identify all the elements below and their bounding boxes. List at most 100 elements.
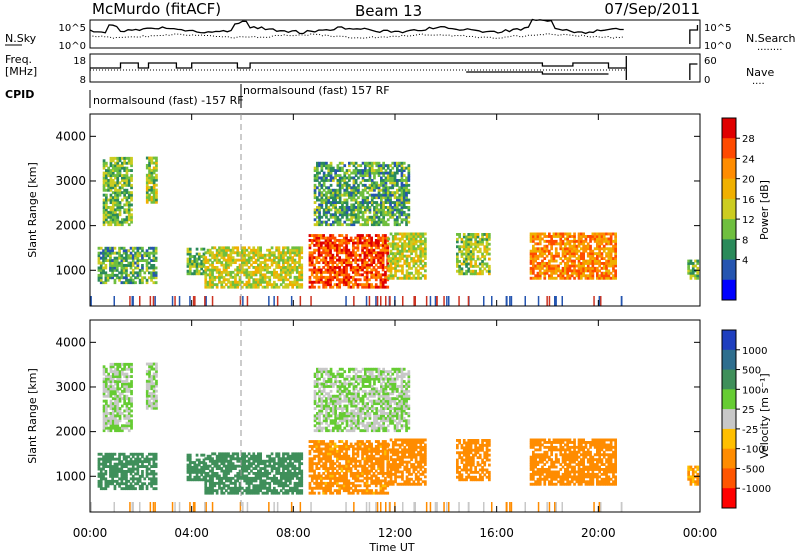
power-cell (402, 193, 406, 197)
power-cell (315, 256, 319, 260)
power-cell (122, 268, 126, 272)
power-cell (589, 259, 592, 263)
power-cell (414, 232, 418, 236)
velocity-cell (295, 486, 299, 490)
velocity-cell (111, 474, 114, 478)
velocity-cell (208, 484, 212, 488)
power-cell (116, 203, 120, 207)
power-cell (152, 249, 156, 253)
power-cell (384, 213, 388, 217)
power-cell (554, 259, 558, 263)
power-cell (279, 270, 283, 274)
velocity-cell (315, 442, 319, 446)
power-cell (222, 248, 226, 252)
power-cell (145, 249, 149, 253)
power-cell (150, 181, 154, 185)
power-cell (476, 250, 480, 254)
velocity-cell (231, 481, 235, 485)
power-cell (566, 264, 569, 268)
power-cell (469, 233, 473, 236)
velocity-cell (116, 414, 120, 418)
power-cell (107, 215, 110, 219)
power-cell (138, 259, 142, 262)
velocity-cell (111, 472, 114, 476)
power-cell (236, 248, 240, 252)
power-cell (458, 272, 461, 276)
power-near-range-cell (239, 296, 242, 306)
power-cell (375, 215, 379, 219)
power-cell (238, 283, 242, 287)
power-cell (102, 206, 106, 209)
power-cell (605, 242, 608, 246)
power-cell (231, 258, 235, 262)
power-cell (121, 183, 124, 187)
velocity-cell (229, 467, 233, 470)
velocity-cell (259, 474, 262, 478)
power-cell (263, 275, 267, 279)
power-cell (115, 276, 119, 280)
power-cell (591, 276, 595, 280)
power-cell (370, 285, 373, 289)
power-cell (286, 268, 290, 272)
power-cell (387, 242, 391, 246)
velocity-cell (105, 385, 108, 388)
power-cell (396, 208, 399, 212)
power-cell (345, 283, 348, 287)
power-cell (125, 266, 128, 270)
velocity-cell (118, 470, 121, 473)
power-cell (403, 259, 407, 263)
velocity-cell (250, 464, 253, 468)
power-near-range-cell (90, 296, 92, 306)
velocity-cell (317, 447, 321, 451)
power-cell (229, 258, 233, 262)
power-cell (403, 249, 407, 253)
velocity-cell (145, 372, 149, 376)
velocity-cell (279, 489, 283, 493)
power-cell (275, 256, 278, 260)
power-cell (593, 239, 597, 243)
power-cell (534, 257, 537, 260)
power-cell (293, 261, 297, 264)
power-cell (591, 259, 595, 263)
power-cell (396, 247, 400, 251)
power-cell (252, 248, 256, 252)
power-cell (541, 259, 544, 263)
power-cell (191, 255, 194, 258)
power-cell (327, 218, 331, 222)
power-cell (340, 270, 344, 274)
power-cell (102, 161, 106, 165)
power-cell (329, 164, 333, 168)
power-near-range-cell (555, 296, 557, 306)
power-cell (600, 232, 604, 236)
power-cell (338, 210, 342, 214)
power-cell (322, 248, 325, 252)
power-cell (363, 266, 367, 269)
velocity-cell (218, 459, 221, 463)
velocity-cell (129, 462, 133, 466)
power-cell (257, 270, 260, 274)
power-cell (148, 188, 151, 192)
power-cell (107, 213, 110, 217)
power-cell (532, 271, 535, 275)
power-cell (259, 268, 262, 272)
power-cell (460, 250, 464, 254)
power-cell (419, 242, 423, 246)
power-cell (598, 274, 601, 278)
power-cell (465, 269, 468, 273)
power-cell (204, 285, 208, 289)
power-cell (229, 270, 233, 274)
power-cell (243, 270, 246, 274)
power-cell (109, 249, 112, 253)
power-cell (370, 161, 374, 165)
power-cell (352, 186, 356, 190)
velocity-cell (102, 462, 105, 466)
power-cell (591, 262, 595, 265)
power-cell (462, 272, 466, 276)
velocity-cell (257, 491, 260, 495)
power-cell (389, 198, 392, 202)
power-cell (614, 259, 617, 263)
velocity-cell (317, 476, 321, 480)
power-cell (286, 256, 290, 260)
power-cell (138, 278, 142, 282)
velocity-cell (105, 370, 108, 374)
